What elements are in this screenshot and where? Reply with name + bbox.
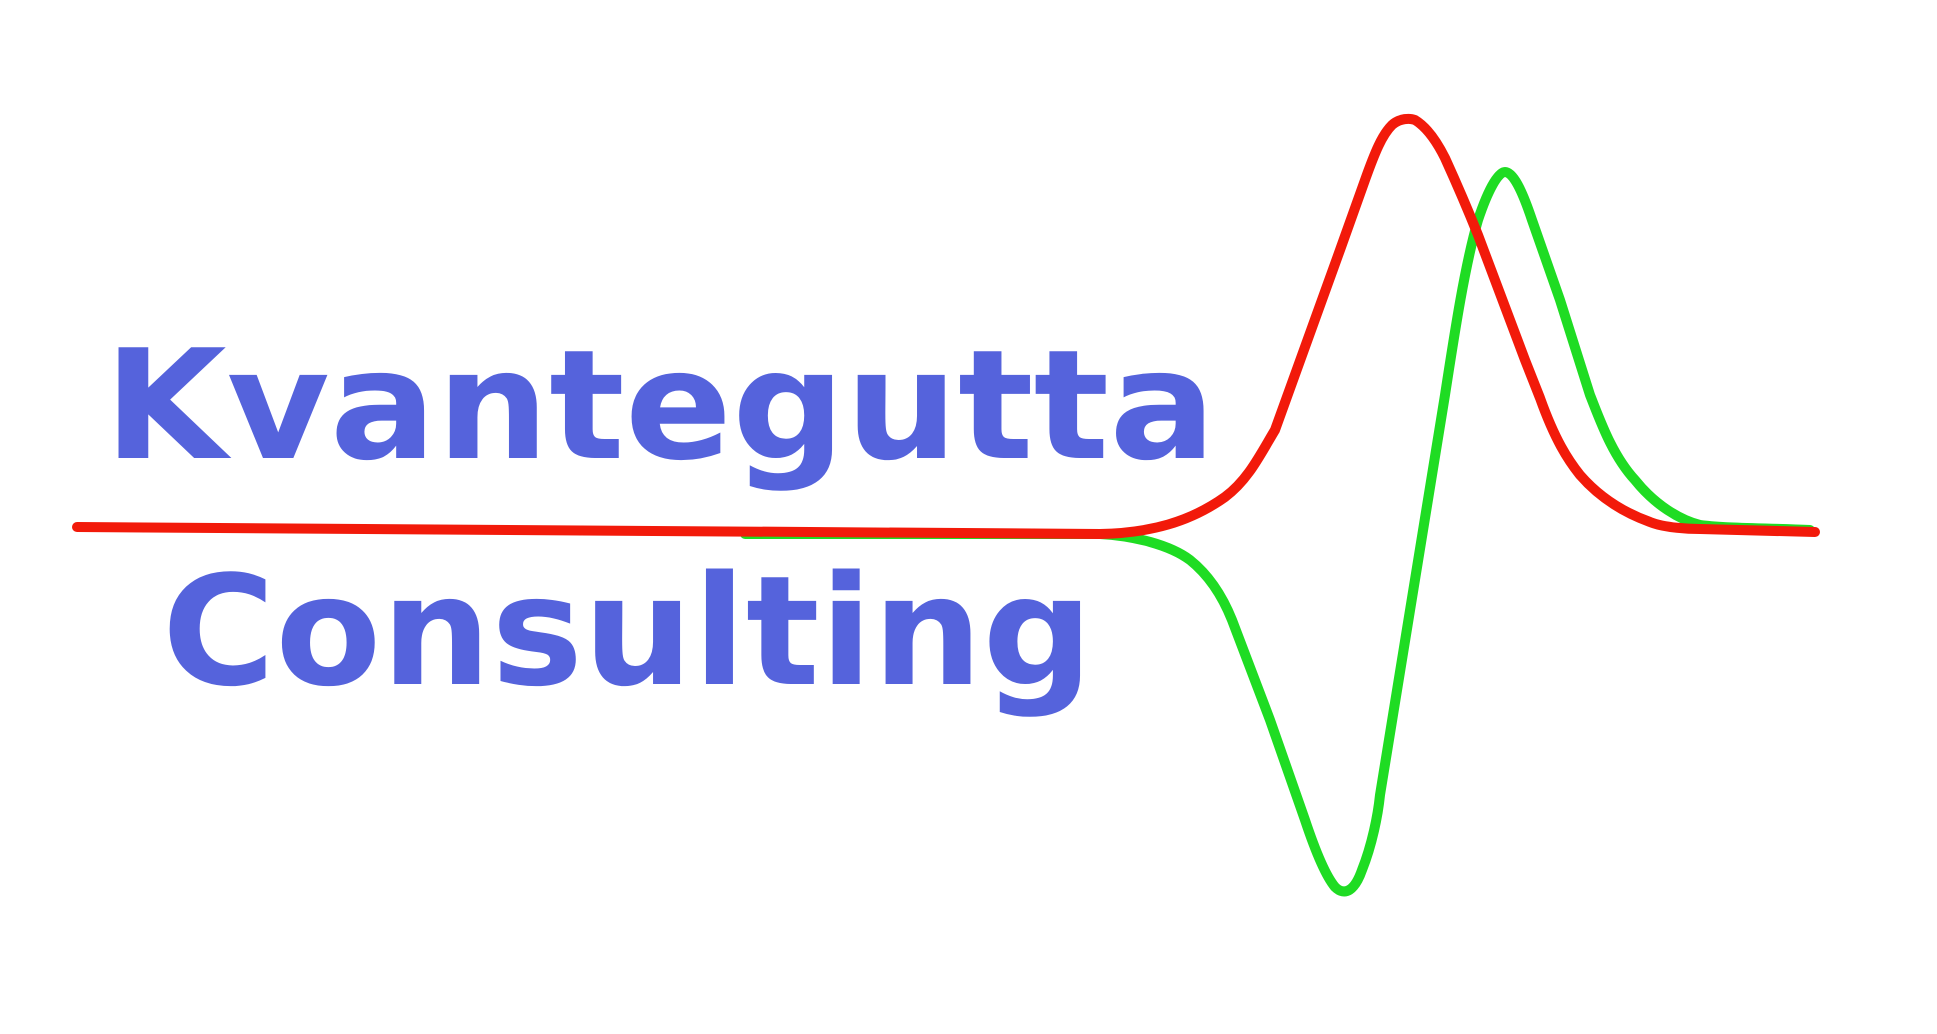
company-name-line2: Consulting — [162, 543, 1093, 720]
red-wave-curve — [72, 113, 1820, 539]
company-name-line1: Kvantegutta — [104, 317, 1216, 494]
green-wave-curve — [740, 167, 1815, 897]
